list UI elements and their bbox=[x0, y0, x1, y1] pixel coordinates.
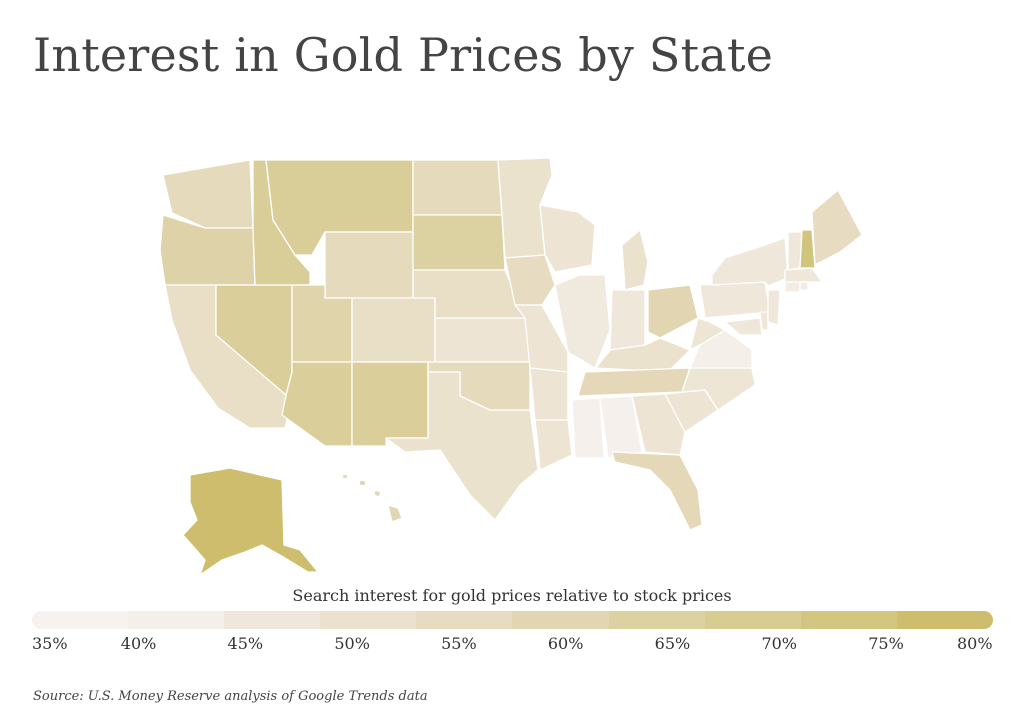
state-west-virginia bbox=[689, 317, 726, 351]
legend-tick-label: 75% bbox=[868, 634, 904, 653]
state-illinois bbox=[554, 274, 611, 369]
state-georgia bbox=[631, 393, 686, 456]
state-hawaii bbox=[341, 473, 403, 523]
legend-segment bbox=[224, 611, 321, 629]
state-wyoming bbox=[324, 231, 414, 299]
color-scale-bar bbox=[32, 611, 993, 629]
legend-tick-label: 40% bbox=[120, 634, 157, 653]
legend-segment bbox=[512, 611, 609, 629]
legend-segment bbox=[416, 611, 513, 629]
legend-tick-label: 45% bbox=[227, 634, 264, 653]
legend-segment bbox=[320, 611, 417, 629]
state-arizona bbox=[281, 361, 353, 447]
state-wisconsin bbox=[539, 204, 596, 273]
state-new-hampshire bbox=[799, 229, 816, 269]
state-ohio bbox=[647, 284, 699, 339]
legend-tick-label: 65% bbox=[654, 634, 691, 653]
state-louisiana bbox=[534, 419, 573, 471]
legend-segment bbox=[608, 611, 705, 629]
state-new-york bbox=[711, 237, 789, 287]
legend-tick-label: 55% bbox=[441, 634, 477, 653]
state-iowa bbox=[504, 254, 556, 306]
source-note: Source: U.S. Money Reserve analysis of G… bbox=[33, 689, 428, 704]
state-florida bbox=[611, 451, 703, 531]
state-south-dakota bbox=[412, 214, 506, 271]
state-indiana bbox=[609, 289, 646, 351]
state-mississippi bbox=[571, 397, 605, 459]
state-kansas bbox=[434, 317, 531, 363]
state-new-mexico bbox=[351, 361, 429, 447]
color-scale-ticks: 35% 40% 45% 50% 55% 60% 65% 70% 75% 80% bbox=[32, 634, 993, 654]
state-washington bbox=[162, 159, 254, 229]
legend-title: Search interest for gold prices relative… bbox=[292, 586, 732, 605]
legend-segment bbox=[896, 611, 993, 629]
legend-tick-label: 35% bbox=[32, 634, 68, 653]
state-new-jersey bbox=[767, 289, 781, 326]
state-alabama bbox=[599, 395, 643, 459]
legend-segment bbox=[128, 611, 225, 629]
state-maryland bbox=[724, 317, 763, 336]
map-title: Interest in Gold Prices by State bbox=[33, 28, 774, 82]
state-alaska bbox=[182, 467, 319, 576]
state-delaware bbox=[759, 311, 769, 331]
legend-tick-label: 50% bbox=[334, 634, 370, 653]
legend-tick-label: 70% bbox=[761, 634, 797, 653]
state-maine bbox=[811, 189, 863, 266]
state-colorado bbox=[351, 297, 436, 363]
state-arkansas bbox=[529, 367, 569, 421]
legend-segment bbox=[704, 611, 801, 629]
state-north-dakota bbox=[412, 159, 503, 216]
state-michigan bbox=[621, 229, 649, 291]
legend-tick-label: 60% bbox=[547, 634, 584, 653]
state-texas bbox=[385, 371, 539, 521]
legend-segment bbox=[32, 611, 129, 629]
us-choropleth-map bbox=[159, 157, 863, 576]
legend-segment bbox=[800, 611, 897, 629]
state-virginia bbox=[689, 329, 753, 369]
legend-tick-label: 80% bbox=[957, 634, 993, 653]
state-tennessee bbox=[577, 367, 691, 397]
